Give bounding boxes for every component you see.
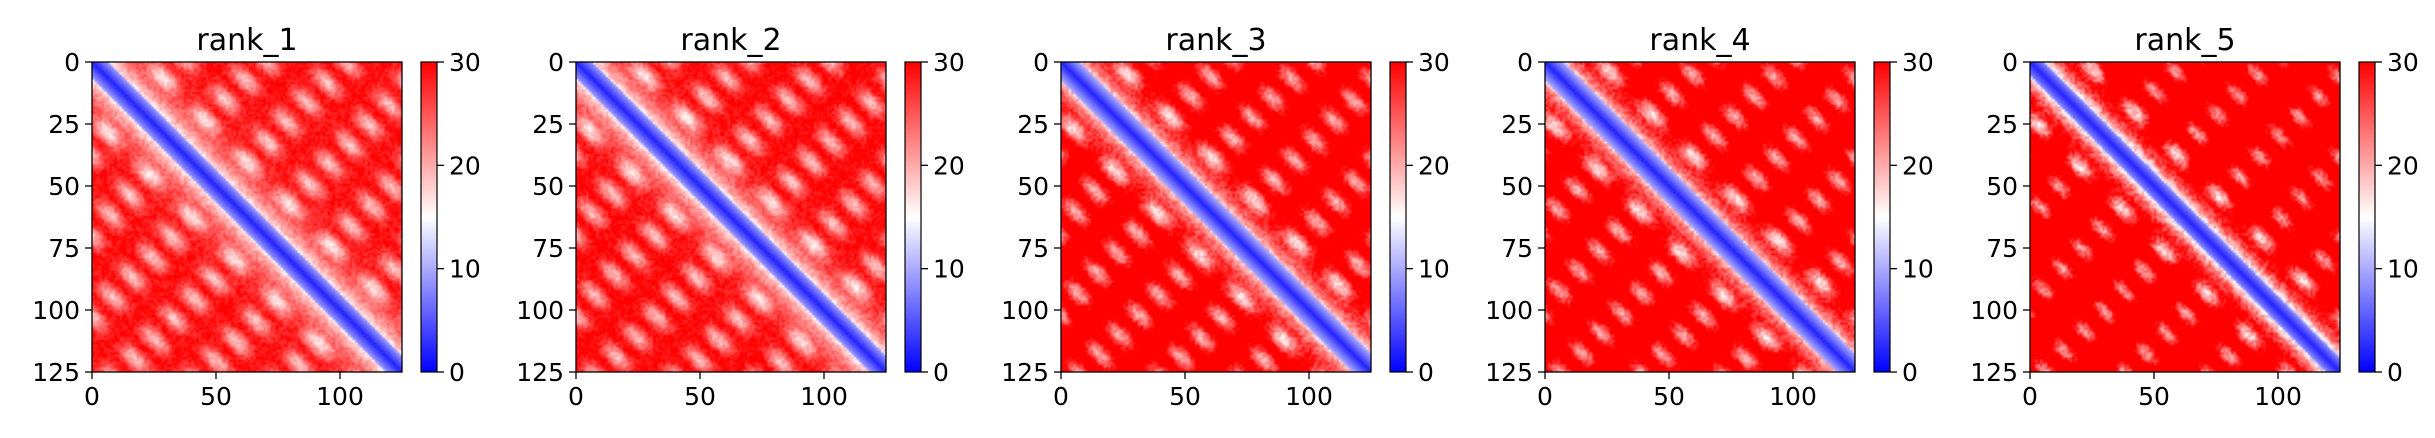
colorbar-tick-label: 10 <box>449 255 481 284</box>
y-tick-label: 50 <box>532 172 564 201</box>
colorbar-tick-label: 0 <box>933 358 949 387</box>
y-tick-label: 125 <box>32 358 80 387</box>
y-tick-label: 75 <box>1986 234 2018 263</box>
y-tick-label: 25 <box>1501 110 1533 139</box>
colorbar-tick-label: 0 <box>1902 358 1918 387</box>
colorbar <box>2358 61 2376 373</box>
axes-frame <box>1060 61 1372 373</box>
y-tick-label: 100 <box>1485 296 1533 325</box>
colorbar <box>1873 61 1891 373</box>
panel-title: rank_4 <box>1649 23 1750 58</box>
y-tick-label: 50 <box>48 172 80 201</box>
y-tick-label: 50 <box>1501 172 1533 201</box>
y-tick-label: 0 <box>1033 48 1049 77</box>
colorbar-tick-label: 30 <box>1418 48 1450 77</box>
x-tick-label: 0 <box>568 382 584 411</box>
y-tick-label: 50 <box>1986 172 2018 201</box>
axes-frame <box>1544 61 1856 373</box>
x-tick-label: 50 <box>2138 382 2170 411</box>
colorbar-tick-label: 0 <box>449 358 465 387</box>
y-tick-label: 25 <box>532 110 564 139</box>
x-tick-label: 0 <box>1537 382 1553 411</box>
y-tick-label: 75 <box>48 234 80 263</box>
colorbar-tick-label: 10 <box>2387 255 2419 284</box>
colorbar-tick-label: 20 <box>2387 151 2419 180</box>
colorbar-tick-label: 20 <box>933 151 965 180</box>
x-tick-label: 100 <box>316 382 364 411</box>
x-tick-label: 0 <box>84 382 100 411</box>
y-tick-label: 100 <box>32 296 80 325</box>
x-tick-label: 100 <box>2254 382 2302 411</box>
y-tick-label: 100 <box>1001 296 1049 325</box>
y-tick-label: 0 <box>64 48 80 77</box>
axes-frame <box>91 61 403 373</box>
colorbar-tick-label: 0 <box>1418 358 1434 387</box>
colorbar-tick-label: 10 <box>1418 255 1450 284</box>
x-tick-label: 100 <box>1285 382 1333 411</box>
colorbar-tick-label: 30 <box>1902 48 1934 77</box>
y-tick-label: 0 <box>1517 48 1533 77</box>
y-tick-label: 25 <box>1017 110 1049 139</box>
y-tick-label: 25 <box>48 110 80 139</box>
colorbar-tick-label: 10 <box>1902 255 1934 284</box>
heatmap-image <box>576 62 886 372</box>
y-tick-label: 0 <box>548 48 564 77</box>
heatmap-image <box>1061 62 1371 372</box>
x-tick-label: 50 <box>1169 382 1201 411</box>
x-tick-label: 100 <box>1769 382 1817 411</box>
colorbar-tick-label: 30 <box>2387 48 2419 77</box>
colorbar <box>904 61 922 373</box>
colorbar <box>1389 61 1407 373</box>
colorbar-tick-label: 10 <box>933 255 965 284</box>
y-tick-label: 100 <box>516 296 564 325</box>
heatmap-image <box>92 62 402 372</box>
colorbar-tick-label: 30 <box>933 48 965 77</box>
x-tick-label: 50 <box>684 382 716 411</box>
y-tick-label: 25 <box>1986 110 2018 139</box>
x-tick-label: 50 <box>1653 382 1685 411</box>
x-tick-label: 0 <box>2022 382 2038 411</box>
colorbar <box>420 61 438 373</box>
y-tick-label: 125 <box>1485 358 1533 387</box>
colorbar-tick-label: 20 <box>1418 151 1450 180</box>
axes-frame <box>575 61 887 373</box>
y-tick-label: 75 <box>1501 234 1533 263</box>
y-tick-label: 75 <box>532 234 564 263</box>
y-tick-label: 0 <box>2002 48 2018 77</box>
y-tick-label: 125 <box>1001 358 1049 387</box>
y-tick-label: 125 <box>1970 358 2018 387</box>
y-tick-label: 100 <box>1970 296 2018 325</box>
y-tick-label: 125 <box>516 358 564 387</box>
heatmap-image <box>2030 62 2340 372</box>
colorbar-tick-label: 20 <box>449 151 481 180</box>
colorbar-tick-label: 30 <box>449 48 481 77</box>
x-tick-label: 50 <box>200 382 232 411</box>
colorbar-tick-label: 20 <box>1902 151 1934 180</box>
x-tick-label: 100 <box>800 382 848 411</box>
panel-title: rank_3 <box>1165 23 1266 58</box>
axes-frame <box>2029 61 2341 373</box>
panel-title: rank_1 <box>196 23 297 58</box>
heatmap-image <box>1545 62 1855 372</box>
x-tick-label: 0 <box>1053 382 1069 411</box>
y-tick-label: 50 <box>1017 172 1049 201</box>
y-tick-label: 75 <box>1017 234 1049 263</box>
panel-title: rank_2 <box>680 23 781 58</box>
panel-title: rank_5 <box>2134 23 2235 58</box>
colorbar-tick-label: 0 <box>2387 358 2403 387</box>
